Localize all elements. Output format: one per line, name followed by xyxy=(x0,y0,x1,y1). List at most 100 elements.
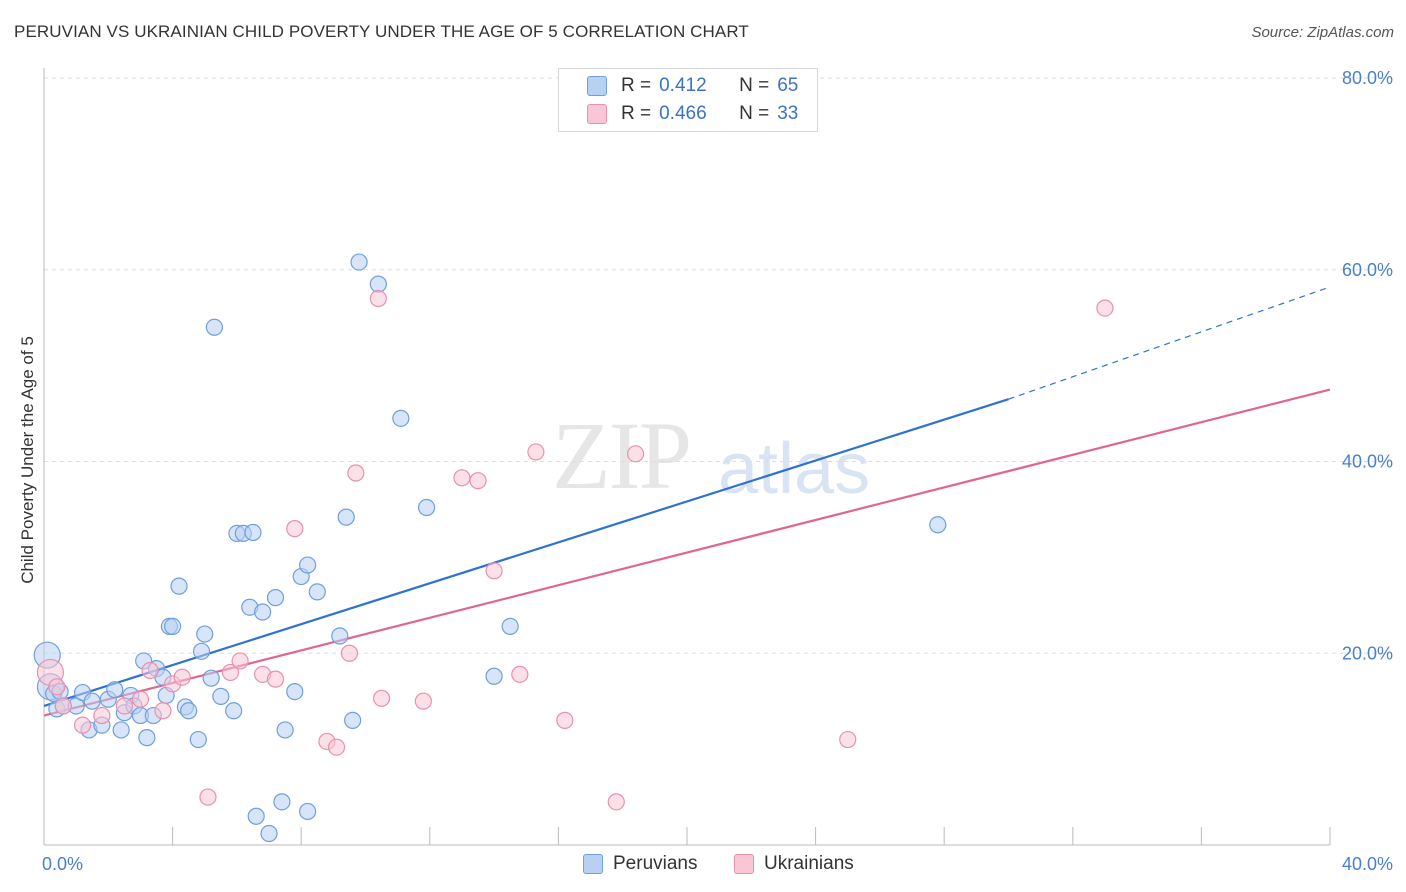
bottom-legend-ukrainians: Ukrainians xyxy=(734,852,854,876)
ukrainians-trend-line xyxy=(43,388,1331,717)
trend-lines xyxy=(43,286,1331,717)
ukrainians-point xyxy=(607,793,625,811)
legend-n-label: N = xyxy=(739,75,770,96)
legend-row-peruvians: R = 0.412 N = 65 xyxy=(587,74,798,98)
peruvians-point xyxy=(106,681,124,699)
data-points xyxy=(33,253,1114,843)
peruvians-point xyxy=(344,711,362,729)
peruvians-point xyxy=(225,702,243,720)
peruvians-point xyxy=(205,318,223,336)
bottom-legend-peruvians: Peruvians xyxy=(583,852,698,876)
y-tick-label: 80.0% xyxy=(1342,68,1393,88)
gridlines xyxy=(44,77,1392,654)
peruvians-point xyxy=(350,253,368,271)
ukrainians-point xyxy=(131,690,150,708)
peruvians-point xyxy=(244,523,262,542)
peruvians-point xyxy=(247,807,265,825)
x-tick-label: 40.0% xyxy=(1342,854,1393,874)
peruvians-point xyxy=(276,721,294,739)
ukrainians-point xyxy=(154,702,172,720)
ukrainians-point xyxy=(93,706,111,725)
legend-n-value: 33 xyxy=(777,103,799,124)
peruvians-point xyxy=(138,729,156,747)
legend-r-label: R = xyxy=(621,75,652,96)
axes xyxy=(43,68,1331,846)
legend-r-value: 0.412 xyxy=(659,75,707,96)
tick-labels: 20.0% 40.0% 60.0% 80.0% 0.0% 40.0% xyxy=(42,68,1393,874)
peruvians-point xyxy=(308,583,326,601)
ukrainians-point xyxy=(511,665,529,683)
y-tick-label: 40.0% xyxy=(1342,452,1393,472)
ukrainians-point xyxy=(48,678,66,696)
peruvians-point xyxy=(196,625,214,643)
legend-r-label: R = xyxy=(621,103,652,124)
watermark-zip: ZIP xyxy=(552,402,692,509)
peruvians-point xyxy=(266,589,285,607)
peruvians-point xyxy=(417,498,436,517)
ukrainians-point xyxy=(173,668,191,686)
y-tick-label: 20.0% xyxy=(1342,643,1393,663)
ukrainians-point xyxy=(469,472,487,490)
ukrainians-point xyxy=(453,469,471,487)
chart-title: PERUVIAN VS UKRAINIAN CHILD POVERTY UNDE… xyxy=(14,22,749,41)
peruvians-point xyxy=(299,556,317,574)
peruvians-point xyxy=(929,516,947,534)
ukrainians-point xyxy=(626,445,645,463)
peruvians-point xyxy=(337,508,355,526)
ukrainians-point xyxy=(372,689,391,707)
peruvians-trend-extension xyxy=(1008,286,1331,400)
peruvians-point xyxy=(112,721,130,739)
ukrainians-point xyxy=(327,738,346,756)
peruvians-trend-line xyxy=(43,398,1009,708)
ukrainians-point xyxy=(340,644,359,662)
peruvians-point xyxy=(392,409,410,427)
legend-n-label: N = xyxy=(739,103,770,124)
ukrainians-point xyxy=(527,443,545,461)
peruvians-legend-label: Peruvians xyxy=(613,853,698,874)
peruvians-point xyxy=(83,692,101,710)
peruvians-point xyxy=(299,802,317,821)
ukrainians-legend-swatch xyxy=(734,854,754,874)
ukrainians-point xyxy=(369,289,387,308)
ukrainians-point xyxy=(556,711,574,729)
watermark-atlas: atlas xyxy=(718,429,871,509)
legend-row-ukrainians: R = 0.466 N = 33 xyxy=(587,102,798,126)
peruvians-point xyxy=(260,824,278,843)
ukrainians-point xyxy=(54,697,72,715)
peruvians-point xyxy=(273,793,291,811)
ukrainians-point xyxy=(73,716,92,734)
peruvians-legend-swatch xyxy=(583,854,603,874)
source-label: Source: ZipAtlas.com xyxy=(1251,24,1394,41)
peruvians-point xyxy=(369,275,387,293)
legend-r-value: 0.466 xyxy=(659,103,707,124)
ukrainians-point xyxy=(115,697,133,715)
ukrainians-point xyxy=(414,692,432,710)
ukrainians-point xyxy=(266,670,285,688)
ukrainians-point xyxy=(347,464,365,482)
peruvians-point xyxy=(501,617,519,636)
peruvians-point xyxy=(170,577,188,595)
peruvians-point xyxy=(485,667,503,685)
peruvians-point xyxy=(192,642,211,660)
ukrainians-point xyxy=(221,663,240,682)
peruvians-point xyxy=(286,682,304,701)
peruvians-point xyxy=(254,603,272,621)
x-tick-label: 0.0% xyxy=(42,854,83,874)
ukrainians-point xyxy=(286,520,304,538)
peruvians-point xyxy=(180,702,198,720)
ukrainians-point xyxy=(199,788,217,806)
y-tick-label: 60.0% xyxy=(1342,260,1393,280)
peruvians-point xyxy=(189,730,207,749)
ukrainians-point xyxy=(1096,299,1114,317)
peruvians-swatch xyxy=(587,76,607,96)
peruvians-point xyxy=(164,617,182,636)
ukrainians-point xyxy=(485,562,503,580)
stats-legend: R = 0.412 N = 65 R = 0.466 N = 33 xyxy=(558,68,818,132)
ukrainians-legend-label: Ukrainians xyxy=(764,853,854,874)
peruvians-point xyxy=(331,627,349,645)
ukrainians-swatch xyxy=(587,104,607,124)
ukrainians-point xyxy=(231,652,249,670)
peruvians-point xyxy=(202,669,220,687)
peruvians-point xyxy=(212,687,230,705)
